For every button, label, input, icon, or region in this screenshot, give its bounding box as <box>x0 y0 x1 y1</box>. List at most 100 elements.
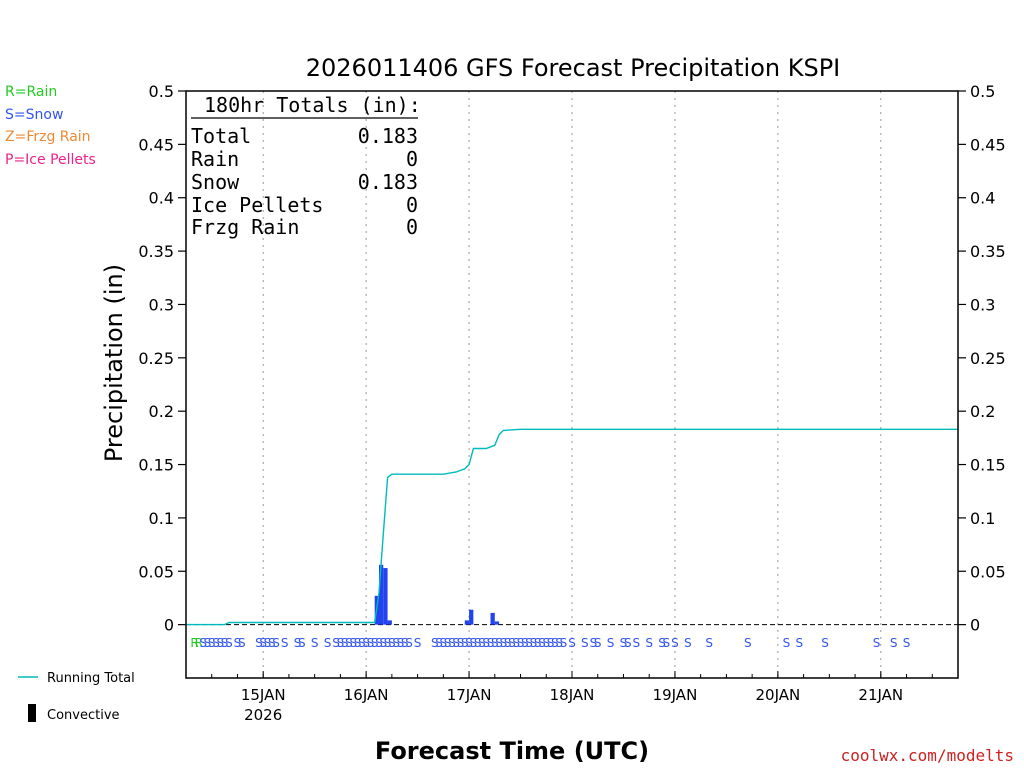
totals-rain-label: Rain <box>191 147 239 171</box>
ptype-mark: S <box>491 636 499 650</box>
y-tick-label-left: 0.4 <box>149 189 174 208</box>
ptype-mark: S <box>470 636 478 650</box>
y-tick-label-left: 0.2 <box>149 402 174 421</box>
totals-snow-value: 0.183 <box>358 170 418 194</box>
ptype-mark: S <box>551 636 559 650</box>
ptype-mark: S <box>744 636 752 650</box>
ptype-mark: S <box>392 636 400 650</box>
y-tick-label-right: 0.5 <box>970 82 995 101</box>
ptype-mark: S <box>504 636 512 650</box>
y-tick-label-right: 0.15 <box>970 456 1006 475</box>
ptype-mark: S <box>405 636 413 650</box>
ptype-mark: S <box>435 636 443 650</box>
ptype-mark: S <box>452 636 460 650</box>
axis-layer: 15JAN 2026 16JAN 17JAN 18JAN 19JAN 20JAN 21JAN 0… <box>138 82 1005 724</box>
x-tick-label: 17JAN <box>447 686 492 704</box>
ptype-mark: S <box>272 636 280 650</box>
totals-frzg-rain-label: Frzg Rain <box>191 215 299 239</box>
ptype-mark: S <box>705 636 713 650</box>
precip-bar <box>494 621 500 625</box>
line-layer <box>186 428 958 626</box>
precip-bar <box>464 620 470 625</box>
ptype-mark: S <box>547 636 555 650</box>
x-tick-label: 18JAN <box>550 686 595 704</box>
ptype-mark: S <box>216 636 224 650</box>
y-tick-label-right: 0.4 <box>970 189 995 208</box>
ptype-mark: S <box>530 636 538 650</box>
totals-snow-label: Snow <box>191 170 240 194</box>
ptype-mark: S <box>259 636 267 650</box>
ptype-mark: S <box>208 636 216 650</box>
ptype-mark: S <box>795 636 803 650</box>
ptype-mark: S <box>620 636 628 650</box>
ptype-mark: S <box>671 636 679 650</box>
y-tick-label-left: 0.3 <box>149 295 174 314</box>
ptype-mark: S <box>512 636 520 650</box>
ptype-mark: S <box>560 636 568 650</box>
ptype-mark: S <box>457 636 465 650</box>
y-tick-label-right: 0.25 <box>970 349 1006 368</box>
ptype-mark: S <box>590 636 598 650</box>
ptype-mark: S <box>465 636 473 650</box>
precip-bar <box>379 564 384 625</box>
y-tick-label-right: 0.2 <box>970 402 995 421</box>
ptype-mark: S <box>294 636 302 650</box>
ptype-mark: S <box>431 636 439 650</box>
y-tick-label-right: 0 <box>970 616 980 635</box>
ptype-mark: S <box>534 636 542 650</box>
ptype-mark: S <box>568 636 576 650</box>
chart-title: 2026011406 GFS Forecast Precipitation KS… <box>306 54 841 82</box>
ptype-mark: S <box>461 636 469 650</box>
ptype-mark: S <box>264 636 272 650</box>
ptype-mark: S <box>821 636 829 650</box>
ptype-mark: S <box>311 636 319 650</box>
totals-ice-pellets-label: Ice Pellets <box>191 193 323 217</box>
y-tick-label-left: 0.35 <box>138 242 174 261</box>
x-axis-label: Forecast Time (UTC) <box>375 737 649 765</box>
ptype-mark: S <box>212 636 220 650</box>
ptype-mark: R <box>190 636 198 650</box>
legend-ice-pellets: P=Ice Pellets <box>5 152 96 168</box>
precip-bar <box>469 609 474 625</box>
ptype-mark: S <box>332 636 340 650</box>
ptype-mark: S <box>783 636 791 650</box>
ptype-mark: S <box>538 636 546 650</box>
ptype-mark: S <box>324 636 332 650</box>
y-tick-label-left: 0.25 <box>138 349 174 368</box>
ptype-mark: S <box>440 636 448 650</box>
ptype-mark: S <box>581 636 589 650</box>
totals-box: 180hr Totals (in): Total 0.183 Rain 0 Sn… <box>191 93 421 239</box>
ptype-mark: S <box>281 636 289 650</box>
ptype-mark: S <box>495 636 503 650</box>
ptype-mark: S <box>521 636 529 650</box>
ptype-mark: S <box>508 636 516 650</box>
precip-bar <box>383 568 388 625</box>
plot-frame <box>185 90 959 679</box>
y-tick-label-right: 0.3 <box>970 295 995 314</box>
precip-bar <box>490 612 495 625</box>
totals-total-label: Total <box>191 124 251 148</box>
ptype-mark: S <box>375 636 383 650</box>
ptype-mark: S <box>234 636 242 650</box>
y-tick-label-right: 0.35 <box>970 242 1006 261</box>
totals-rain-value: 0 <box>406 147 418 171</box>
legend-rain: R=Rain <box>5 84 57 100</box>
totals-ice-pellets-value: 0 <box>406 193 418 217</box>
ptype-mark: S <box>478 636 486 650</box>
ptype-mark: S <box>658 636 666 650</box>
ptype-mark: S <box>238 636 246 650</box>
legend-frzg-rain: Z=Frzg Rain <box>5 129 91 145</box>
totals-frzg-rain-value: 0 <box>406 215 418 239</box>
legend-snow: S=Snow <box>5 107 63 123</box>
watermark: coolwx.com/modelts <box>841 746 1014 765</box>
ptype-mark: S <box>298 636 306 650</box>
ptype-mark: S <box>542 636 550 650</box>
ptype-mark: S <box>684 636 692 650</box>
ptype-mark: S <box>345 636 353 650</box>
ptype-mark: S <box>525 636 533 650</box>
ptype-mark: S <box>482 636 490 650</box>
ptype-mark: S <box>349 636 357 650</box>
ptype-mark: S <box>225 636 233 650</box>
